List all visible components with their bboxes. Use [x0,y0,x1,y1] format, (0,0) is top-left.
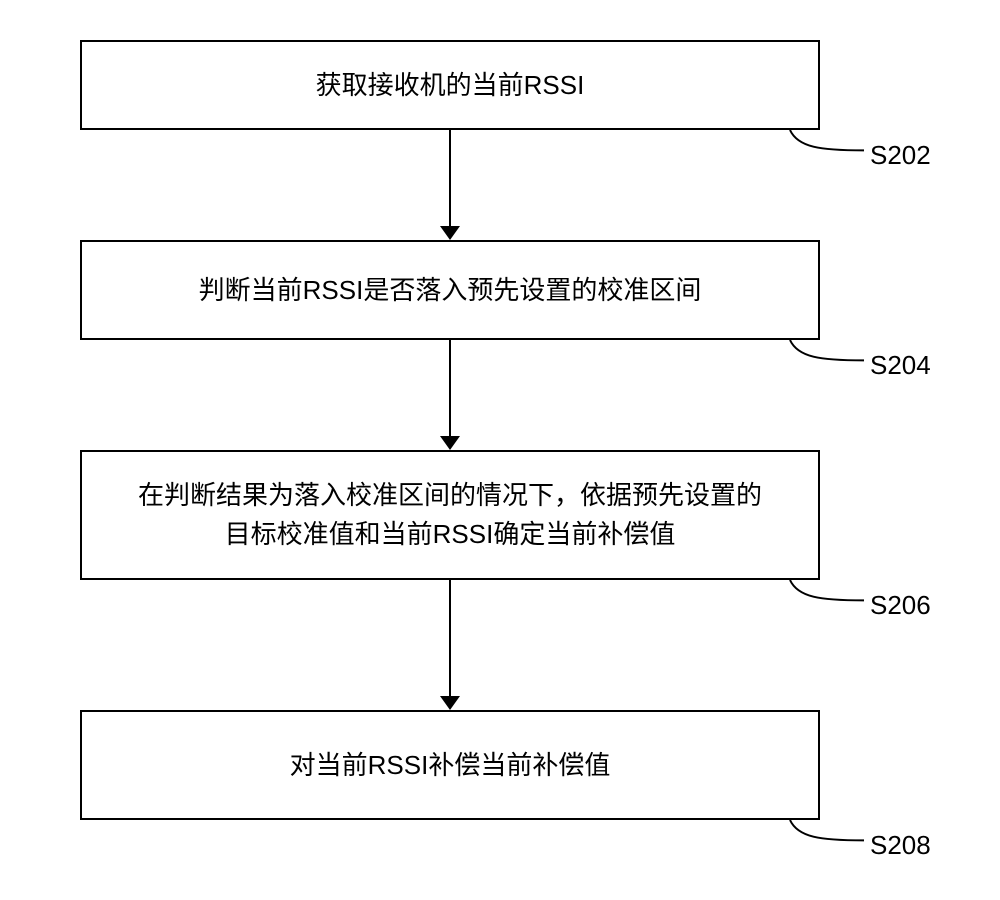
arrow-line-3 [449,580,451,696]
arrow-line-1 [449,130,451,226]
arrow-head-2 [440,436,460,450]
arrow-head-3 [440,696,460,710]
arrow-line-2 [449,340,451,436]
flowchart-canvas: 获取接收机的当前RSSIS202判断当前RSSI是否落入预先设置的校准区间S20… [0,0,1000,900]
step-label-s208: S208 [870,830,931,861]
callout-s208 [0,0,1000,900]
arrow-head-1 [440,226,460,240]
